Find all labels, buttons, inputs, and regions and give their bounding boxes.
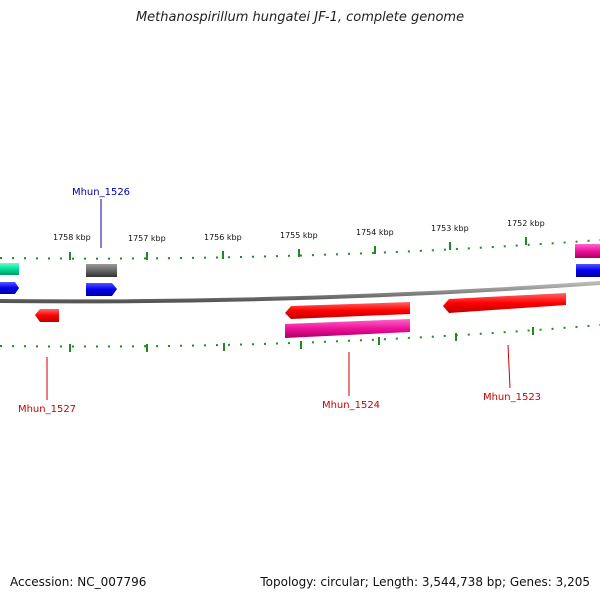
scale-label-1757: 1757 kbp: [128, 234, 166, 243]
forward-genes: [0, 244, 600, 296]
scale-label-1753: 1753 kbp: [431, 224, 469, 233]
gene-mhun1523[interactable]: [443, 293, 566, 313]
scale-label-1758: 1758 kbp: [53, 233, 91, 242]
genome-summary-text: Topology: circular; Length: 3,544,738 bp…: [260, 575, 590, 589]
gene-mhun1524-magenta[interactable]: [285, 319, 410, 338]
gene-blue-left[interactable]: [0, 282, 19, 294]
reverse-genes: [35, 293, 566, 338]
accession-text: Accession: NC_007796: [10, 575, 147, 589]
gene-blue-mhun1526[interactable]: [86, 283, 117, 296]
scale-label-1752: 1752 kbp: [507, 219, 545, 228]
gene-label-mhun1524[interactable]: Mhun_1524: [322, 400, 380, 411]
genome-title: Methanospirillum hungatei JF-1, complete…: [135, 10, 465, 25]
gene-magenta-right[interactable]: [575, 244, 600, 258]
scale-label-1754: 1754 kbp: [356, 228, 394, 237]
scale-label-1755: 1755 kbp: [280, 231, 318, 240]
genome-backbone: [0, 281, 600, 304]
gene-label-mhun1523[interactable]: Mhun_1523: [483, 392, 541, 403]
outer-tick-track: [0, 237, 600, 260]
gene-gray-mhun1526[interactable]: [86, 264, 117, 277]
gene-blue-right[interactable]: [576, 264, 600, 277]
inner-tick-track: [0, 324, 600, 352]
gene-mhun1527[interactable]: [35, 309, 59, 322]
leader-mhun1523: [507, 344, 511, 389]
gene-label-mhun1526[interactable]: Mhun_1526: [72, 187, 130, 198]
gene-label-mhun1527[interactable]: Mhun_1527: [18, 404, 76, 415]
gene-mhun1524[interactable]: [285, 302, 410, 319]
scale-label-1756: 1756 kbp: [204, 233, 242, 242]
gene-green-left[interactable]: [0, 263, 19, 275]
